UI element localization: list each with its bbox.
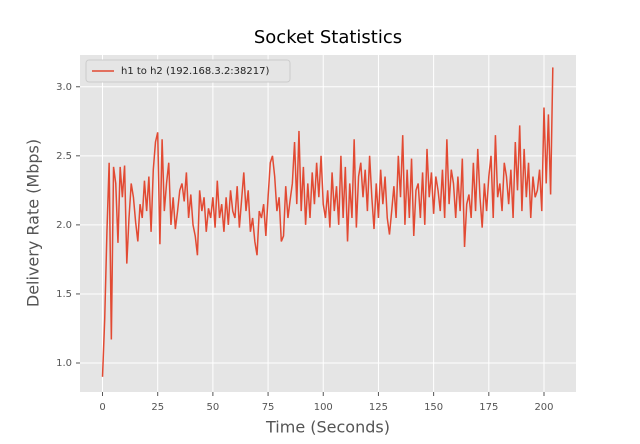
x-tick-label: 125 (369, 402, 388, 413)
x-tick-label: 25 (151, 402, 164, 413)
plot-area (80, 55, 576, 392)
x-tick-label: 75 (262, 402, 275, 413)
chart-title: Socket Statistics (254, 27, 402, 48)
x-tick-label: 0 (99, 402, 105, 413)
legend-box (85, 59, 291, 83)
x-tick-label: 200 (534, 402, 553, 413)
x-tick-label: 150 (424, 402, 443, 413)
y-tick-label: 1.0 (56, 358, 72, 369)
x-axis-label: Time (Seconds) (265, 418, 390, 437)
x-tick-label: 100 (314, 402, 333, 413)
y-tick-label: 2.5 (56, 151, 72, 162)
legend-label: h1 to h2 (192.168.3.2:38217) (121, 66, 269, 77)
y-axis-label: Delivery Rate (Mbps) (24, 139, 43, 307)
x-tick-label: 50 (207, 402, 220, 413)
y-tick-label: 1.5 (56, 289, 72, 300)
x-tick-label: 175 (479, 402, 498, 413)
y-tick-label: 2.0 (56, 220, 72, 231)
data-line (101, 67, 554, 377)
y-tick-label: 3.0 (56, 82, 72, 93)
